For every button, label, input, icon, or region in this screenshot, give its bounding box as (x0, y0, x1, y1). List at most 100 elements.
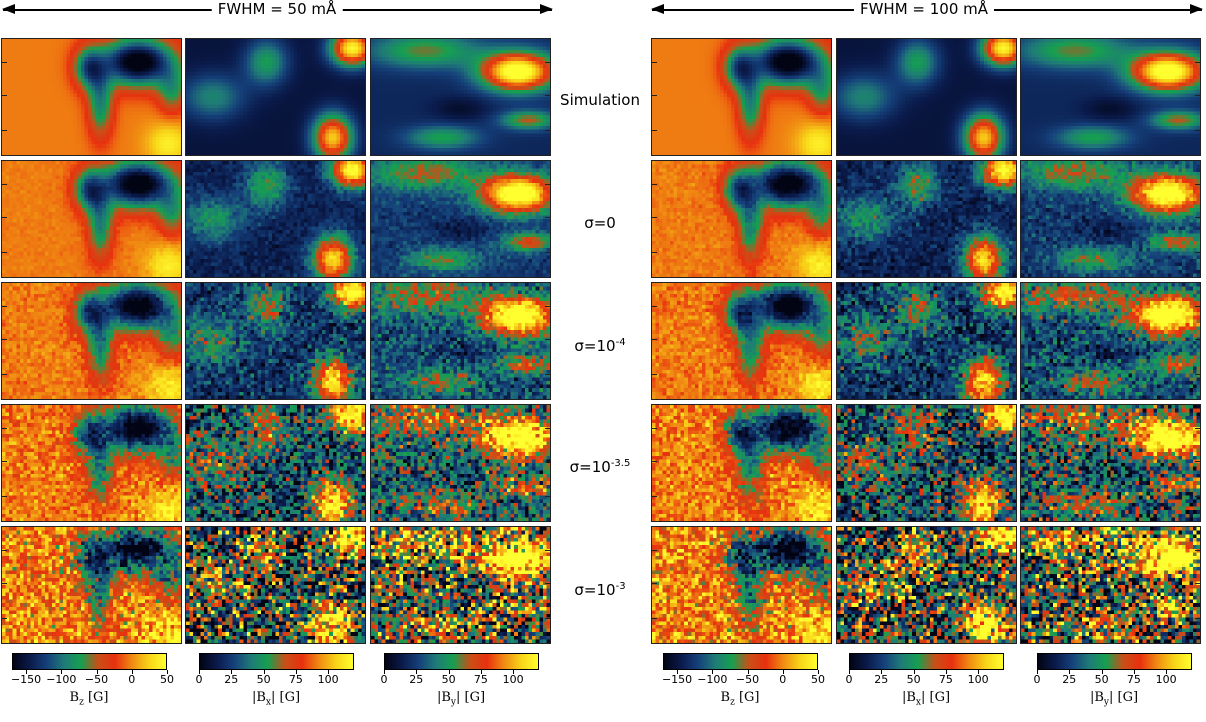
panel-fwhm-100-simulation-by (1020, 38, 1201, 156)
panel-fwhm-50-simulation-bx (185, 38, 366, 156)
panel-fwhm-100-simulation-bx (836, 38, 1017, 156)
panel-fwhm-50-sigma-1e-4-bz (1, 282, 182, 400)
panel-fwhm-100-simulation-bz (651, 38, 832, 156)
panel-fwhm-100-sigma-1e-3-bx (836, 526, 1017, 644)
axis-tick (2, 338, 7, 340)
heatmap (837, 527, 1016, 643)
heatmap (371, 161, 550, 277)
heatmap (2, 527, 181, 643)
axis-tick (652, 338, 657, 340)
axis-tick (2, 305, 7, 307)
axis-tick (545, 216, 550, 218)
panel-fwhm-100-sigma-1e-4-bx (836, 282, 1017, 400)
colorbar-bx-left (199, 653, 354, 670)
axis-tick (545, 338, 550, 340)
axis-tick (1195, 216, 1200, 218)
header-label-right: FWHM = 100 mÅ (853, 0, 995, 18)
panel-fwhm-50-simulation-by (370, 38, 551, 156)
colorbar-bz-left-tick-label: −100 (46, 673, 76, 686)
colorbar-by-right-tick-label: 100 (1156, 673, 1177, 686)
panel-fwhm-100-sigma-0-by (1020, 160, 1201, 278)
axis-tick (545, 582, 550, 584)
axis-tick (545, 460, 550, 462)
panel-fwhm-50-sigma-1e-4-by (370, 282, 551, 400)
colorbar-bz-left-tick (61, 670, 63, 674)
panel-fwhm-100-sigma-1e-4-bz (651, 282, 832, 400)
panel-fwhm-100-sigma-1e-3-bz (651, 526, 832, 644)
axis-tick (2, 460, 7, 462)
colorbar-by-left-tick-label: 0 (381, 673, 388, 686)
heatmap (2, 39, 181, 155)
axis-tick (2, 549, 7, 551)
colorbar-bx-left-title: |Bx| [G] (252, 690, 300, 708)
heatmap (2, 405, 181, 521)
axis-tick (2, 582, 7, 584)
panel-fwhm-50-sigma-1e-3.5-by (370, 404, 551, 522)
axis-tick (652, 374, 657, 376)
panel-fwhm-50-sigma-1e-3.5-bx (185, 404, 366, 522)
panel-fwhm-50-sigma-0-bz (1, 160, 182, 278)
axis-tick (1195, 305, 1200, 307)
colorbar-bz-left-tick (167, 670, 168, 674)
colorbar-bz-left-tick-label: −150 (11, 673, 41, 686)
panel-fwhm-100-sigma-1e-3-by (1020, 526, 1201, 644)
colorbar-bx-right-tick (945, 670, 947, 674)
colorbar-bx-left-tick-label: 25 (224, 673, 238, 686)
panel-fwhm-100-sigma-1e-4-by (1020, 282, 1201, 400)
colorbar-by-right-tick (1069, 670, 1071, 674)
heatmap (837, 405, 1016, 521)
panel-fwhm-50-sigma-1e-3-by (370, 526, 551, 644)
axis-tick (2, 216, 7, 218)
heatmap (186, 161, 365, 277)
colorbar-by-right-tick (1166, 670, 1168, 674)
axis-tick (652, 130, 657, 132)
colorbar-bx-left-tick-label: 75 (289, 673, 303, 686)
axis-tick (545, 427, 550, 429)
colorbar-by-right-title: |By| [G] (1090, 690, 1138, 708)
colorbar-by-right-tick (1101, 670, 1103, 674)
panel-fwhm-50-sigma-1e-3-bz (1, 526, 182, 644)
colorbar-by-left-tick (384, 670, 385, 674)
colorbar-bz-right-tick (712, 670, 714, 674)
axis-tick (545, 130, 550, 132)
colorbar-bz-left-tick (131, 670, 133, 674)
axis-tick (652, 216, 657, 218)
panel-fwhm-50-sigma-0-by (370, 160, 551, 278)
colorbar-bx-left-tick (295, 670, 297, 674)
colorbar-bz-left-tick-label: −50 (85, 673, 108, 686)
axis-tick (545, 183, 550, 185)
heatmap (652, 283, 831, 399)
heatmap (1021, 283, 1200, 399)
colorbar-bx-right-title: |Bx| [G] (902, 690, 950, 708)
panel-fwhm-100-sigma-1e-3.5-bx (836, 404, 1017, 522)
axis-tick (2, 94, 7, 96)
axis-tick (1195, 130, 1200, 132)
colorbar-bz-left-title: Bz [G] (70, 690, 109, 708)
axis-tick (652, 582, 657, 584)
axis-tick (652, 460, 657, 462)
colorbar-bz-left (12, 653, 167, 670)
row-label-sigma-1e-3.5: σ=10-3.5 (545, 458, 655, 476)
heatmap (371, 527, 550, 643)
axis-tick (2, 252, 7, 254)
heatmap (1021, 405, 1200, 521)
panel-fwhm-100-sigma-0-bx (836, 160, 1017, 278)
panel-fwhm-50-simulation-bz (1, 38, 182, 156)
colorbar-bx-right (849, 653, 1004, 670)
axis-tick (1195, 374, 1200, 376)
colorbar-bx-right-tick (881, 670, 883, 674)
axis-tick (1195, 61, 1200, 63)
colorbar-bz-right-tick (677, 670, 679, 674)
row-label-sigma-0: σ=0 (545, 214, 655, 232)
colorbar-bz-right-tick-label: 50 (811, 673, 825, 686)
axis-tick (652, 549, 657, 551)
colorbar-bz-right-title: Bz [G] (721, 690, 760, 708)
axis-tick (1195, 549, 1200, 551)
colorbar-bz-right-tick-label: −150 (662, 673, 692, 686)
heatmap (371, 39, 550, 155)
colorbar-bx-left-tick-label: 100 (318, 673, 339, 686)
colorbar-bz-left-tick (96, 670, 98, 674)
colorbar-bx-left-tick (263, 670, 265, 674)
colorbar-bx-right-tick (978, 670, 980, 674)
